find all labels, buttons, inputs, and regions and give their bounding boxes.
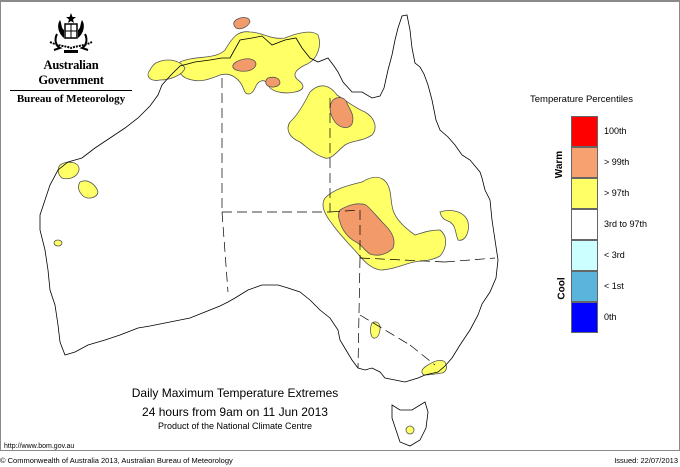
legend-label-1st: < 1st [604,281,624,291]
legend-swatch-1st [571,271,598,302]
legend-label-97th: > 97th [604,188,630,198]
map-product: Product of the National Climate Centre [157,421,313,431]
legend-cool-label: Cool [556,277,568,300]
legend-swatch-97th [571,178,598,209]
map-title: Daily Maximum Temperature Extremes [131,386,339,400]
australia-map [39,14,499,447]
legend-label-99th: > 99th [604,157,630,167]
map-period: 24 hours from 9am on 11 Jun 2013 [142,405,328,419]
above-99th-areas [232,17,395,256]
legend-swatch-normal [571,209,598,240]
logo-divider [10,90,132,91]
legend-title: Temperature Percentiles [530,94,633,105]
coastline [39,14,499,383]
legend-swatch-3rd [571,240,598,271]
legend-label-normal: 3rd to 97th [604,219,648,229]
copyright-notice: © Commonwealth of Australia 2013, Austra… [0,456,233,465]
state-borders [221,78,496,369]
legend-swatch-100th [571,116,598,147]
legend-swatch-0th [571,302,598,333]
issued-date: Issued: 22/07/2013 [614,456,678,465]
legend-label-0th: 0th [604,312,617,322]
agency-name: Bureau of Meteorology [16,93,126,105]
legend: Temperature Percentiles Warm Cool 100th … [520,85,680,345]
tasmania [391,401,429,447]
coat-of-arms-icon [49,13,93,53]
legend-label-3rd: < 3rd [604,250,625,260]
legend-swatch-99th [571,147,598,178]
above-97th-areas [53,31,469,435]
government-name: Australian Government [38,58,104,87]
website-link[interactable]: http://www.bom.gov.au [4,443,75,450]
legend-label-100th: 100th [604,126,627,136]
legend-warm-label: Warm [554,150,566,179]
government-logo: Australian Government Bureau of Meteorol… [10,12,132,105]
